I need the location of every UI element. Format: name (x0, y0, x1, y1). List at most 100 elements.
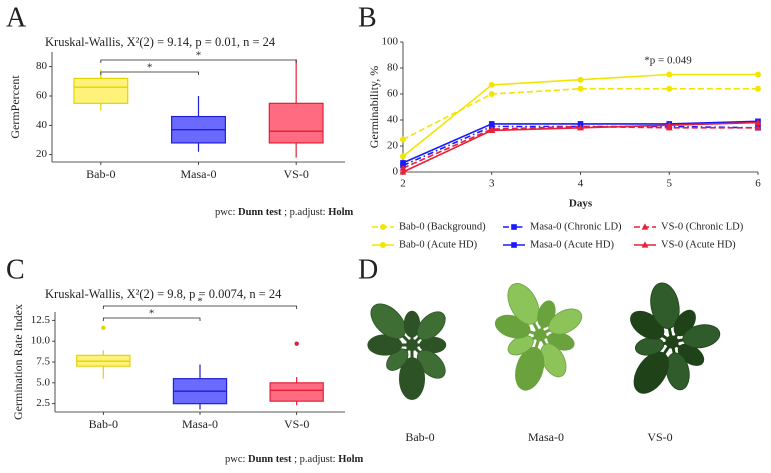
box (268, 102, 324, 144)
box (269, 382, 324, 402)
y-axis-label: Germination Rate Index (11, 304, 25, 420)
y-tick-label: 10.0 (31, 335, 51, 347)
footnote-part: ; p.adjust: (284, 207, 325, 218)
series-line (402, 125, 759, 167)
y-tick-label: 5.0 (36, 376, 50, 388)
leaf (416, 311, 446, 341)
marker (577, 124, 584, 131)
significance-label: * (196, 50, 202, 62)
panel-letter: A (6, 2, 27, 33)
y-tick-label: 100 (382, 36, 399, 48)
marker (400, 160, 406, 166)
significance-bracket (100, 71, 199, 75)
footnote: pwc: Dunn test ; p.adjust: Holm (215, 207, 354, 218)
marker (488, 121, 495, 127)
marker (399, 168, 407, 175)
panel-letter: B (358, 2, 377, 33)
x-tick-label: Masa-0 (181, 167, 217, 181)
legend-label: VS-0 (Chronic LD) (661, 221, 744, 232)
y-axis-label: GermPercent (8, 75, 22, 139)
leaf (515, 346, 545, 391)
leaf (370, 303, 406, 339)
leaf (633, 351, 670, 394)
significance-label: * (147, 62, 153, 74)
legend-label: Masa-0 (Acute HD) (530, 239, 614, 250)
footnote-part: pwc: (225, 454, 245, 465)
y-tick-label: 60 (387, 88, 399, 100)
footnote-part: Dunn test (248, 454, 292, 465)
legend-marker (511, 224, 517, 230)
footnote-part: Dunn test (238, 207, 282, 218)
y-tick-label: 40 (36, 119, 48, 131)
marker (666, 85, 673, 92)
marker (488, 81, 495, 88)
marker (754, 124, 762, 131)
outlier (294, 341, 299, 346)
marker (400, 136, 406, 143)
legend-marker (511, 242, 517, 248)
subtitle: Kruskal-Wallis, X²(2) = 9.14, p = 0.01, … (45, 35, 276, 49)
marker (577, 121, 584, 127)
significance-bracket (100, 59, 297, 63)
x-axis-label: Days (569, 198, 593, 210)
legend-marker (380, 224, 386, 230)
legend-entry: Masa-0 (Chronic LD) (503, 221, 622, 232)
x-tick-label: Masa-0 (182, 417, 218, 431)
x-tick-label: 4 (578, 178, 584, 190)
significance-bracket (102, 317, 201, 321)
leaf (650, 282, 680, 329)
legend-label: Bab-0 (Background) (399, 221, 486, 232)
x-tick-label: 2 (400, 178, 406, 190)
subtitle: Kruskal-Wallis, X²(2) = 9.8, p = 0.0074,… (45, 287, 282, 301)
y-tick-label: 80 (387, 62, 399, 74)
y-tick-label: 0 (393, 166, 399, 178)
plant-label: VS-0 (647, 430, 672, 444)
footnote: pwc: Dunn test ; p.adjust: Holm (225, 454, 364, 465)
x-tick-label: Bab-0 (89, 417, 118, 431)
x-tick-label: VS-0 (283, 167, 308, 181)
legend-marker (641, 241, 649, 248)
leaf (507, 283, 540, 325)
marker (755, 71, 761, 78)
plant-label: Masa-0 (528, 430, 564, 444)
significance-label: * (197, 296, 203, 308)
legend-entry: Bab-0 (Background) (372, 221, 486, 232)
y-axis-label: Germinability, % (367, 66, 381, 149)
marker (665, 121, 673, 128)
marker (754, 119, 762, 126)
significance-bracket (102, 305, 298, 309)
y-tick-label: 40 (387, 114, 399, 126)
footnote-part: ; p.adjust: (294, 454, 335, 465)
footnote-part: Holm (338, 454, 363, 465)
marker (488, 91, 495, 97)
marker (577, 85, 584, 92)
legend-label: VS-0 (Acute HD) (661, 239, 736, 250)
plant-label: Bab-0 (405, 430, 434, 444)
x-tick-label: 3 (489, 178, 495, 190)
x-tick-label: 6 (755, 178, 761, 190)
rosette-center (665, 335, 679, 349)
x-tick-label: 5 (667, 178, 673, 190)
y-tick-label: 7.5 (36, 356, 50, 368)
x-tick-label: VS-0 (284, 417, 309, 431)
legend-marker (380, 242, 386, 248)
y-tick-label: 12.5 (31, 314, 51, 326)
legend-entry: VS-0 (Acute HD) (634, 239, 736, 250)
marker (755, 85, 761, 92)
legend-label: Bab-0 (Acute HD) (399, 239, 478, 250)
legend-marker (641, 223, 649, 230)
y-tick-label: 20 (36, 148, 48, 160)
x-tick-label: Bab-0 (86, 167, 115, 181)
legend-entry: VS-0 (Chronic LD) (634, 221, 744, 232)
plant (494, 283, 583, 391)
plant (630, 282, 721, 394)
rosette-center (406, 339, 418, 351)
legend-entry: Masa-0 (Acute HD) (503, 239, 614, 250)
panel-letter: D (358, 254, 378, 285)
rosette-center (533, 328, 547, 342)
y-tick-label: 60 (36, 90, 48, 102)
legend-label: Masa-0 (Chronic LD) (530, 221, 622, 232)
marker (577, 76, 584, 83)
y-tick-label: 2.5 (36, 397, 50, 409)
